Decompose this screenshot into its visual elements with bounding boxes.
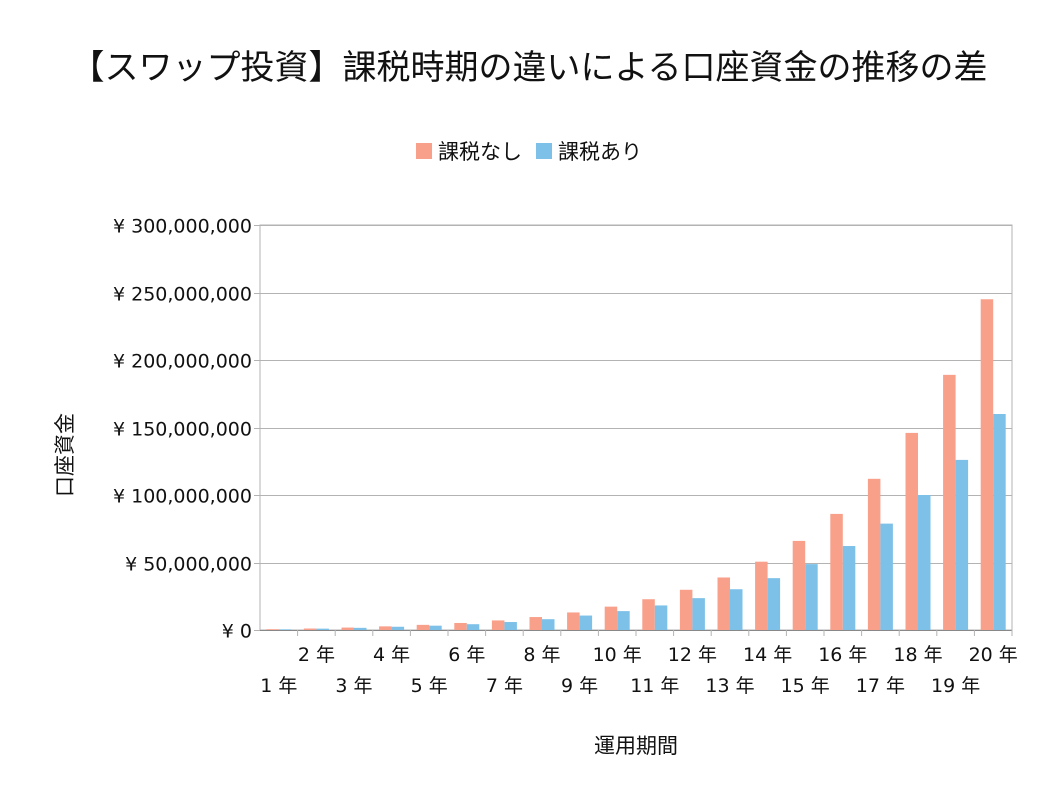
bar <box>379 626 392 630</box>
chart-title: 【スワップ投資】課税時期の違いによる口座資金の推移の差 <box>70 48 988 88</box>
y-tick-label: ¥ 50,000,000 <box>125 554 252 576</box>
bar <box>354 627 367 630</box>
x-tick-label: 8 年 <box>523 644 560 666</box>
bar <box>767 578 781 630</box>
x-tick-label: 9 年 <box>561 675 598 697</box>
bar <box>642 599 655 630</box>
bar <box>416 624 430 630</box>
bar <box>805 564 818 630</box>
bar <box>454 622 467 630</box>
bar <box>341 627 354 630</box>
y-tick-label: ¥ 250,000,000 <box>113 284 252 306</box>
x-tick-label: 7 年 <box>486 675 523 697</box>
bar <box>993 414 1006 630</box>
x-tick-label: 10 年 <box>593 644 642 666</box>
bar <box>955 459 969 630</box>
x-tick-label: 2 年 <box>298 644 335 666</box>
bar <box>579 615 593 630</box>
x-tick-label: 3 年 <box>335 675 372 697</box>
bar <box>466 624 480 630</box>
bar <box>830 513 843 630</box>
bar <box>918 495 931 630</box>
bar <box>717 577 730 630</box>
bar <box>867 478 881 630</box>
bar <box>429 625 442 630</box>
y-axis-label: 口座資金 <box>53 413 77 497</box>
bar <box>491 620 505 630</box>
legend-swatch-no-tax <box>416 143 432 159</box>
bar <box>880 523 893 630</box>
bar <box>654 605 668 630</box>
legend: 課税なし 課税あり <box>0 136 1058 166</box>
bar <box>278 629 292 630</box>
bar <box>529 617 542 630</box>
x-axis-label: 運用期間 <box>594 734 678 758</box>
bar <box>730 589 743 630</box>
bar <box>303 628 317 630</box>
bar <box>792 540 806 630</box>
y-tick-label: ¥ 200,000,000 <box>113 351 252 373</box>
bar <box>980 299 994 630</box>
plot-area-frame <box>259 224 1013 631</box>
x-tick-label: 12 年 <box>668 644 717 666</box>
bar <box>542 619 555 630</box>
x-tick-label: 16 年 <box>818 644 867 666</box>
y-tick-label: ¥ 0 <box>222 621 252 643</box>
bar <box>391 626 405 630</box>
x-tick-label: 6 年 <box>448 644 485 666</box>
x-tick-label: 4 年 <box>373 644 410 666</box>
x-tick-label: 19 年 <box>931 675 980 697</box>
x-tick-label: 17 年 <box>856 675 905 697</box>
x-tick-label: 20 年 <box>969 644 1018 666</box>
x-tick-label: 5 年 <box>411 675 448 697</box>
bar <box>755 561 768 630</box>
x-tick-label: 11 年 <box>630 675 679 697</box>
bar <box>504 622 517 630</box>
y-tick-label: ¥ 100,000,000 <box>113 486 252 508</box>
y-tick-label: ¥ 300,000,000 <box>113 216 252 238</box>
bar <box>567 612 580 630</box>
bar <box>679 589 693 630</box>
bar <box>943 374 956 630</box>
bar <box>842 546 856 630</box>
y-tick-label: ¥ 150,000,000 <box>113 419 252 441</box>
bar <box>266 629 279 630</box>
legend-item-taxed: 課税あり <box>536 136 642 166</box>
bar <box>905 432 918 630</box>
x-tick-label: 13 年 <box>705 675 754 697</box>
bar <box>604 606 618 630</box>
legend-label-taxed: 課税あり <box>558 140 642 164</box>
x-tick-label: 15 年 <box>781 675 830 697</box>
bar <box>316 628 329 630</box>
legend-label-no-tax: 課税なし <box>438 140 522 164</box>
x-tick-label: 18 年 <box>893 644 942 666</box>
x-tick-label: 1 年 <box>260 675 297 697</box>
legend-swatch-taxed <box>536 143 552 159</box>
legend-item-no-tax: 課税なし <box>416 136 522 166</box>
bar <box>617 611 630 630</box>
bar <box>692 598 705 630</box>
x-tick-label: 14 年 <box>743 644 792 666</box>
